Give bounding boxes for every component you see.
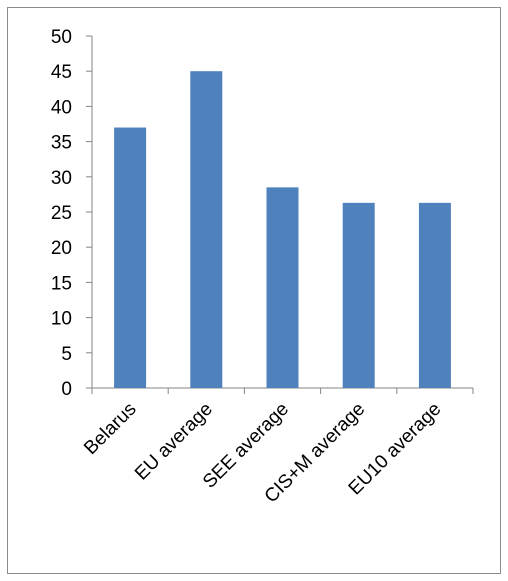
bar-belarus xyxy=(114,127,147,389)
y-tick-label: 25 xyxy=(51,203,72,224)
y-tick-label: 10 xyxy=(51,309,72,330)
bar-eu-average xyxy=(190,71,223,388)
y-tick-label: 50 xyxy=(51,27,72,48)
bar-eu10-average xyxy=(418,202,451,388)
bar-see-average xyxy=(266,187,299,388)
y-tick-label: 35 xyxy=(51,133,72,154)
y-tick-label: 45 xyxy=(51,62,72,83)
y-tick-label: 20 xyxy=(51,238,72,259)
bar-cis-m-average xyxy=(342,202,375,388)
x-tick-label: Belarus xyxy=(80,399,140,459)
y-tick-label: 5 xyxy=(61,344,72,365)
y-tick-label: 0 xyxy=(61,379,72,400)
chart-frame xyxy=(7,7,501,574)
y-tick-label: 15 xyxy=(51,273,72,294)
y-tick-label: 40 xyxy=(51,97,72,118)
y-tick-label: 30 xyxy=(51,168,72,189)
